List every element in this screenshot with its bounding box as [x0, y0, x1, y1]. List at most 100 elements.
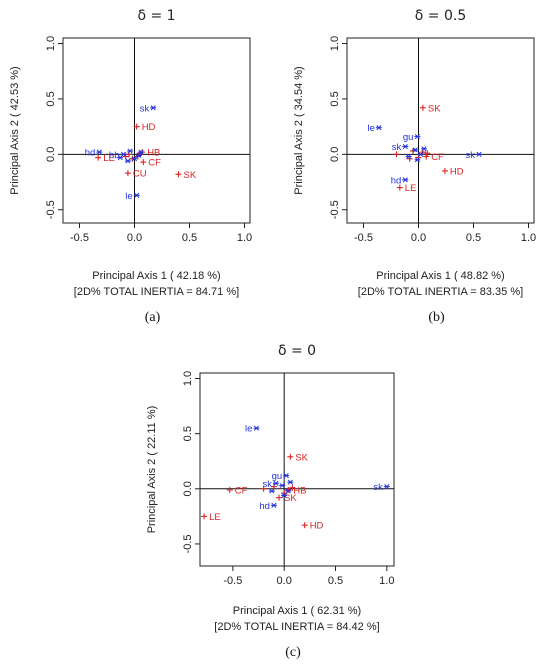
panel-caption: (c): [285, 645, 301, 660]
column-point-marker: [133, 192, 140, 198]
y-tick-label: 1.0: [182, 371, 194, 386]
y-axis-label: Principal Axis 2 ( 42.53 %): [9, 66, 21, 194]
column-point-marker: [281, 492, 288, 498]
column-point-label: sk: [262, 479, 272, 490]
column-point-marker: [414, 157, 421, 163]
plot-frame: [346, 37, 535, 224]
x-axis-label: Principal Axis 1 ( 42.18 %): [92, 270, 220, 282]
x-tick-label: 1.0: [237, 232, 252, 244]
row-point-marker: [393, 151, 400, 158]
column-point-label: sk: [392, 142, 402, 153]
column-point-marker: [253, 425, 260, 431]
column-point-marker: [279, 482, 286, 489]
row-point-marker: [396, 184, 403, 191]
x-tick-label: 0.0: [127, 232, 142, 244]
inertia-note: [2D% TOTAL INERTIA = 83.35 %]: [358, 286, 523, 298]
x-axis-label: Principal Axis 1 ( 62.31 %): [233, 605, 361, 617]
row-point-marker: [133, 123, 140, 130]
row-point-label: SK: [295, 452, 308, 463]
column-point-marker: [150, 105, 157, 111]
row-point-marker: [276, 494, 283, 501]
x-tick-label: 0.5: [182, 232, 197, 244]
x-tick-label: 0.5: [466, 232, 481, 244]
row-point-marker: [410, 147, 416, 154]
column-point-marker: [131, 156, 138, 162]
column-point-marker: [124, 158, 131, 164]
y-tick-label: 0.5: [182, 426, 194, 441]
y-axis-label: Principal Axis 2 ( 22.11 %): [146, 406, 158, 534]
y-tick-label: 0.5: [45, 91, 57, 106]
chart-title: δ = 0: [278, 343, 316, 359]
x-tick-label: 0.0: [411, 232, 426, 244]
y-tick-label: 1.0: [45, 36, 57, 51]
panel-caption: (b): [428, 310, 445, 325]
y-tick-label: 0.5: [329, 91, 341, 106]
column-point-label: hb: [109, 150, 120, 161]
row-point-label: LE: [103, 153, 115, 164]
column-point-label: le: [125, 191, 132, 202]
x-tick-label: 1.0: [521, 232, 536, 244]
row-point-marker: [287, 453, 294, 460]
column-point-marker: [138, 149, 145, 155]
x-tick-label: 0.0: [277, 575, 292, 587]
column-point-label: sk: [373, 482, 383, 493]
row-point-label: CF: [148, 158, 161, 169]
column-point-marker: [417, 151, 424, 157]
column-point-marker: [405, 153, 412, 160]
y-tick-label: 0.0: [329, 147, 341, 162]
x-tick-label: 0.5: [328, 575, 343, 587]
chart-title: δ = 0.5: [415, 8, 466, 24]
row-point-marker: [419, 104, 426, 111]
row-point-marker: [226, 486, 233, 493]
row-point-label: SK: [184, 170, 197, 181]
column-point-marker: [117, 155, 124, 161]
chart-panel-1: δ = 1 -0.5 0.0 0.5 1.0 -0.5 0.0 0.5 1.0 Principal…: [9, 8, 252, 325]
column-point-marker: [272, 480, 279, 486]
row-point-label: HB: [293, 485, 306, 496]
y-tick-label: 0.0: [45, 147, 57, 162]
row-point-marker: [124, 170, 131, 177]
column-point-label: sk: [140, 103, 150, 114]
column-point-marker: [412, 147, 419, 153]
column-point-marker: [402, 177, 409, 183]
column-point-marker: [285, 488, 292, 494]
row-point-marker: [260, 485, 267, 492]
column-point-marker: [283, 473, 290, 479]
inertia-note: [2D% TOTAL INERTIA = 84.42 %]: [214, 621, 379, 633]
row-point-marker: [301, 522, 308, 529]
row-point-marker: [289, 484, 296, 491]
row-point-label: HD: [450, 166, 464, 177]
y-axis-label: Principal Axis 2 ( 34.54 %): [293, 66, 305, 194]
column-point-label: hd: [391, 175, 402, 186]
column-point-label: le: [245, 424, 252, 435]
row-point-label: HD: [310, 521, 324, 532]
row-point-marker: [201, 513, 208, 520]
chart-title: δ = 1: [137, 8, 175, 24]
row-point-marker: [140, 159, 147, 166]
column-point-marker: [421, 146, 427, 152]
row-point-marker: [423, 153, 430, 160]
x-tick-label: -0.5: [70, 232, 89, 244]
plot-frame: [199, 372, 395, 567]
column-point-marker: [375, 125, 382, 131]
row-point-marker: [424, 150, 431, 157]
column-point-marker: [96, 149, 103, 155]
column-point-label: gu: [272, 471, 283, 482]
row-point-label: SK: [428, 103, 441, 114]
row-point-marker: [441, 167, 448, 174]
chart-panel-3: δ = 0 -0.5 0.0 0.5 1.0 -0.5 0.0 0.5 1.0 Principal…: [146, 343, 395, 660]
plot-frame: [62, 37, 251, 224]
y-tick-label: 1.0: [329, 36, 341, 51]
row-point-marker: [95, 154, 102, 161]
x-tick-label: -0.5: [354, 232, 373, 244]
row-point-marker: [175, 171, 182, 178]
row-point-label: CF: [431, 152, 444, 163]
row-point-marker: [270, 483, 277, 490]
column-point-marker: [135, 152, 142, 158]
column-point-marker: [383, 484, 390, 490]
column-point-label: sk: [466, 150, 476, 161]
row-point-label: CU: [133, 169, 147, 180]
x-axis-label: Principal Axis 1 ( 48.82 %): [376, 270, 504, 282]
row-point-label: SK: [284, 493, 297, 504]
